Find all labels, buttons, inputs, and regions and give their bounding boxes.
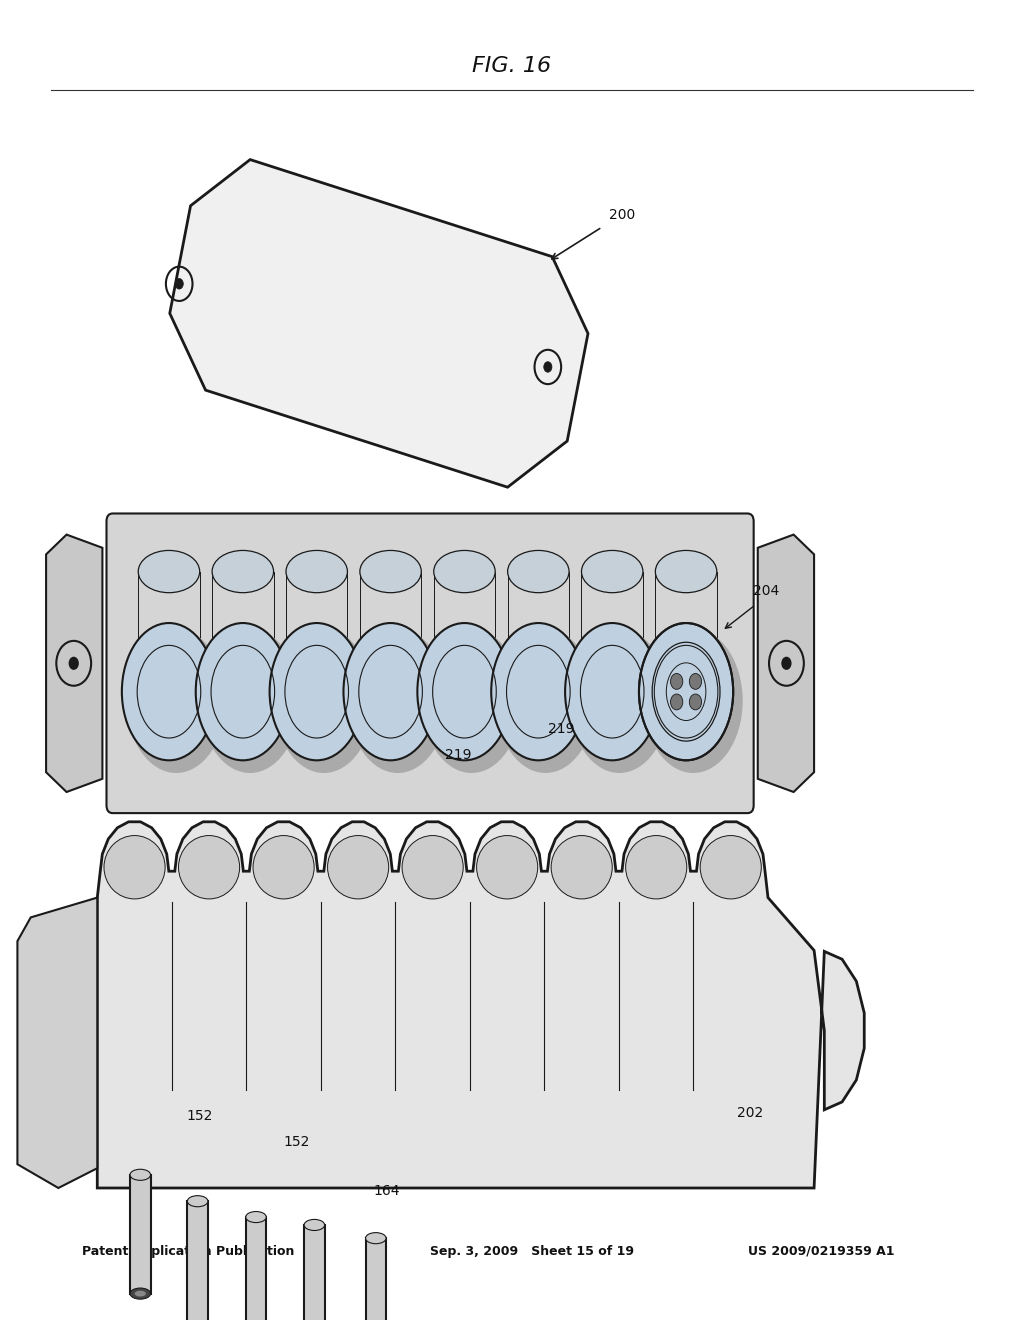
Ellipse shape xyxy=(187,1196,208,1206)
Circle shape xyxy=(689,673,701,689)
Ellipse shape xyxy=(304,1220,325,1230)
Ellipse shape xyxy=(130,1288,151,1299)
Polygon shape xyxy=(17,898,97,1188)
Ellipse shape xyxy=(328,836,389,899)
Ellipse shape xyxy=(582,550,643,593)
Ellipse shape xyxy=(366,1233,386,1243)
Ellipse shape xyxy=(201,628,299,774)
Ellipse shape xyxy=(253,836,314,899)
FancyBboxPatch shape xyxy=(106,513,754,813)
Circle shape xyxy=(689,694,701,710)
Circle shape xyxy=(175,279,183,289)
Ellipse shape xyxy=(418,623,512,760)
Ellipse shape xyxy=(246,1212,266,1222)
Polygon shape xyxy=(366,1238,386,1320)
Polygon shape xyxy=(130,1175,151,1294)
Circle shape xyxy=(544,362,552,372)
Ellipse shape xyxy=(434,550,496,593)
Ellipse shape xyxy=(286,550,347,593)
Circle shape xyxy=(671,694,683,710)
Text: Sep. 3, 2009   Sheet 15 of 19: Sep. 3, 2009 Sheet 15 of 19 xyxy=(430,1245,634,1258)
Ellipse shape xyxy=(655,550,717,593)
Ellipse shape xyxy=(178,836,240,899)
Ellipse shape xyxy=(122,623,216,760)
Ellipse shape xyxy=(104,836,165,899)
Ellipse shape xyxy=(138,550,200,593)
Polygon shape xyxy=(170,160,588,487)
Ellipse shape xyxy=(639,623,733,760)
Ellipse shape xyxy=(700,836,761,899)
Text: 219: 219 xyxy=(445,748,472,762)
Text: 164: 164 xyxy=(374,1184,400,1199)
Ellipse shape xyxy=(269,623,364,760)
Text: 219: 219 xyxy=(548,722,574,735)
Polygon shape xyxy=(758,535,814,792)
Text: FIG. 16: FIG. 16 xyxy=(472,55,552,77)
Polygon shape xyxy=(46,535,102,792)
Text: 200: 200 xyxy=(609,209,636,222)
Ellipse shape xyxy=(274,628,374,774)
Ellipse shape xyxy=(402,836,463,899)
Ellipse shape xyxy=(359,550,421,593)
Ellipse shape xyxy=(570,628,669,774)
Ellipse shape xyxy=(496,628,595,774)
Polygon shape xyxy=(187,1201,208,1320)
Text: 152: 152 xyxy=(186,1109,213,1123)
Polygon shape xyxy=(97,822,864,1188)
Ellipse shape xyxy=(476,836,538,899)
Polygon shape xyxy=(304,1225,325,1320)
Circle shape xyxy=(69,657,79,671)
Circle shape xyxy=(671,673,683,689)
Ellipse shape xyxy=(196,623,290,760)
Circle shape xyxy=(781,657,792,671)
Polygon shape xyxy=(246,1217,266,1320)
Ellipse shape xyxy=(492,623,586,760)
Ellipse shape xyxy=(135,1291,146,1296)
Text: 202: 202 xyxy=(737,1106,764,1119)
Text: 204: 204 xyxy=(753,585,779,598)
Ellipse shape xyxy=(343,623,437,760)
Ellipse shape xyxy=(644,628,742,774)
Ellipse shape xyxy=(348,628,447,774)
Text: 152: 152 xyxy=(284,1135,310,1150)
Ellipse shape xyxy=(422,628,521,774)
Text: Patent Application Publication: Patent Application Publication xyxy=(82,1245,294,1258)
Ellipse shape xyxy=(626,836,687,899)
Text: US 2009/0219359 A1: US 2009/0219359 A1 xyxy=(748,1245,894,1258)
Ellipse shape xyxy=(508,550,569,593)
Ellipse shape xyxy=(130,1170,151,1180)
Ellipse shape xyxy=(565,623,659,760)
Ellipse shape xyxy=(212,550,273,593)
Ellipse shape xyxy=(127,628,225,774)
Ellipse shape xyxy=(551,836,612,899)
